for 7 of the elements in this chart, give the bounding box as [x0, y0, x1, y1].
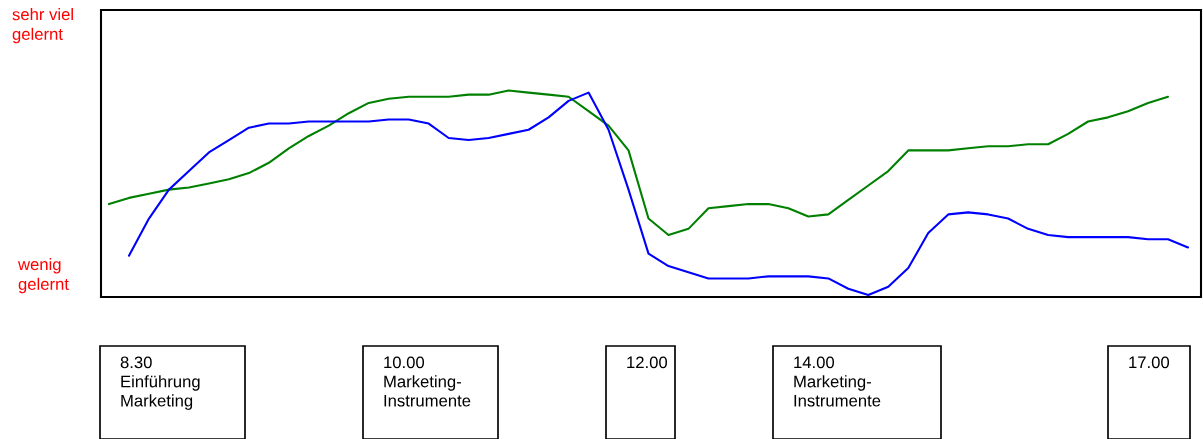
text: 8.30 Einführung Marketing — [120, 356, 200, 410]
text: 12.00 — [627, 356, 668, 369]
text: 17.00 — [1129, 356, 1170, 369]
text: 10.00 Marketing- Instrumente — [384, 356, 471, 407]
text: wenig gelernt — [17, 258, 69, 294]
text: sehr viel gelernt — [12, 8, 73, 44]
text: 14.00 Marketing- Instrumente — [794, 356, 881, 407]
